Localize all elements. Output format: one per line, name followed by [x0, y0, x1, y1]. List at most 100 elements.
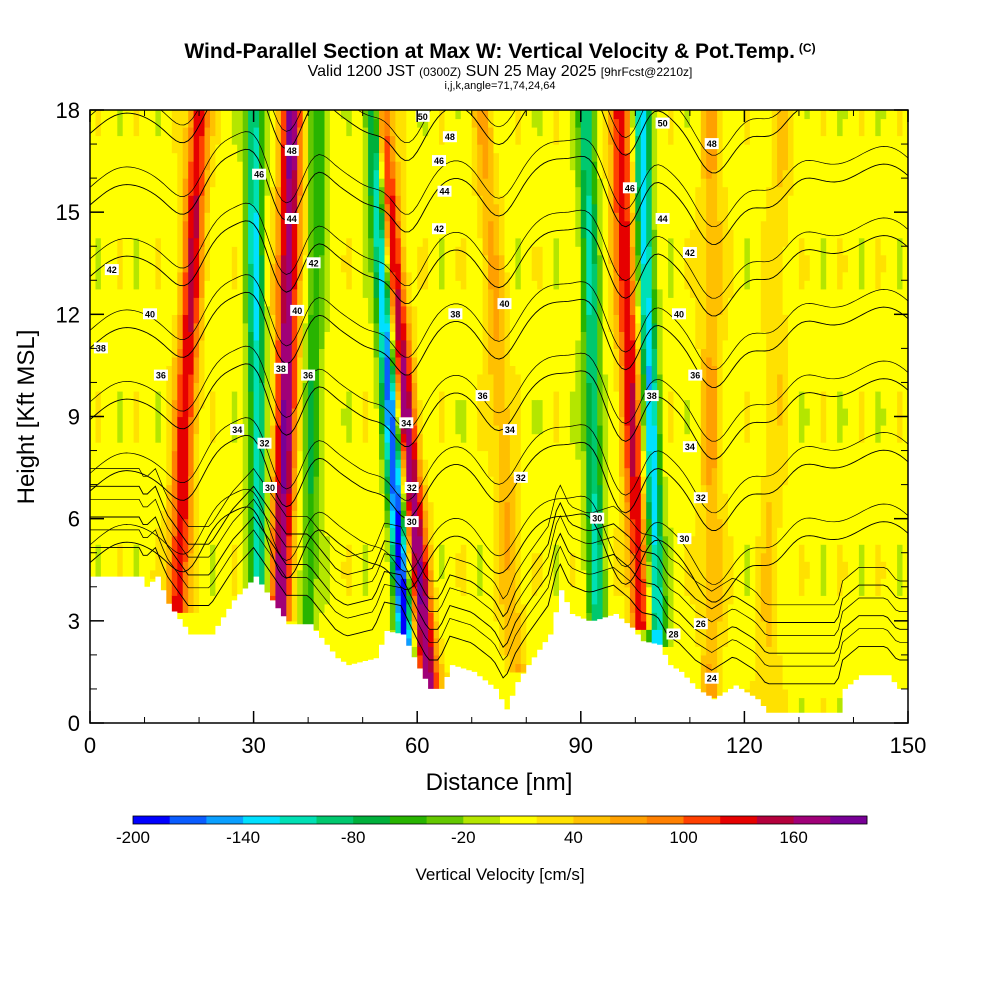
velocity-cell — [291, 110, 298, 171]
velocity-cell — [406, 271, 413, 307]
velocity-cell — [264, 110, 271, 196]
velocity-cell — [504, 569, 511, 656]
velocity-cell — [668, 144, 675, 239]
title-block: Wind-Parallel Section at Max W: Vertical… — [0, 36, 1000, 93]
velocity-cell — [809, 110, 816, 723]
velocity-cell — [695, 186, 702, 349]
velocity-cell — [188, 331, 195, 375]
velocity-cell — [177, 110, 184, 273]
velocity-cell — [406, 578, 413, 588]
velocity-cell — [798, 442, 805, 545]
velocity-cell — [629, 612, 636, 630]
velocity-cell — [400, 493, 407, 503]
velocity-cell — [820, 135, 827, 239]
velocity-cell — [395, 459, 402, 469]
velocity-cell — [837, 288, 844, 392]
colorbar-swatch — [536, 816, 574, 824]
velocity-cell — [580, 237, 587, 332]
velocity-cell — [575, 246, 582, 341]
velocity-cell — [668, 442, 675, 528]
velocity-cell — [389, 373, 396, 383]
velocity-cell — [575, 339, 582, 460]
velocity-cell — [362, 391, 369, 443]
velocity-cell — [717, 620, 724, 698]
velocity-cell — [493, 620, 500, 707]
velocity-cell — [95, 110, 102, 137]
velocity-cell — [433, 110, 440, 588]
velocity-cell — [139, 110, 146, 723]
velocity-cell — [373, 135, 380, 154]
velocity-cell — [597, 178, 604, 256]
velocity-cell — [379, 493, 386, 716]
velocity-cell — [711, 467, 718, 673]
velocity-cell — [373, 297, 380, 324]
velocity-cell — [858, 110, 865, 137]
velocity-cell — [417, 459, 424, 477]
velocity-cell — [629, 552, 636, 613]
velocity-cell — [155, 527, 162, 613]
velocity-cell — [395, 442, 402, 452]
velocity-cell — [619, 416, 626, 477]
velocity-cell — [766, 186, 773, 503]
velocity-cell — [717, 220, 724, 315]
velocity-cell — [384, 297, 391, 315]
velocity-cell — [553, 544, 560, 596]
velocity-cell — [308, 493, 315, 630]
velocity-cell — [771, 110, 778, 716]
velocity-cell — [379, 263, 386, 332]
velocity-cell — [346, 110, 353, 137]
velocity-cell — [897, 595, 904, 699]
contour-label: 46 — [625, 183, 635, 193]
velocity-cell — [199, 195, 206, 247]
velocity-cell — [379, 356, 386, 383]
velocity-cell — [199, 135, 206, 196]
velocity-cell — [629, 476, 636, 520]
velocity-cell — [837, 442, 844, 545]
velocity-cell — [553, 144, 560, 239]
velocity-cell — [302, 382, 309, 596]
colorbar-tick-label: -140 — [226, 828, 260, 847]
y-tick-label: 9 — [68, 405, 80, 430]
contour-label: 24 — [707, 674, 717, 684]
velocity-cell — [324, 331, 331, 537]
velocity-cell — [728, 297, 735, 537]
velocity-cell — [395, 450, 402, 460]
velocity-cell — [384, 527, 391, 562]
velocity-cell — [455, 399, 462, 435]
velocity-cell — [291, 467, 298, 511]
velocity-cell — [591, 263, 598, 494]
velocity-cell — [379, 178, 386, 188]
velocity-cell — [651, 382, 658, 426]
velocity-cell — [722, 186, 729, 341]
velocity-cell — [460, 595, 467, 699]
velocity-cell — [406, 544, 413, 554]
contour-label: 32 — [696, 493, 706, 503]
velocity-cell — [804, 110, 811, 120]
velocity-cell — [406, 586, 413, 596]
velocity-cell — [624, 586, 631, 630]
theta-contour-line — [90, 345, 908, 442]
velocity-cell — [646, 586, 653, 613]
velocity-cell — [782, 246, 789, 315]
velocity-cell — [509, 110, 516, 366]
velocity-cell — [111, 110, 118, 723]
velocity-cell — [455, 280, 462, 401]
velocity-cell — [439, 391, 446, 443]
velocity-cell — [482, 450, 489, 723]
velocity-cell — [384, 331, 391, 358]
velocity-cell — [640, 629, 647, 647]
velocity-cell — [389, 493, 396, 511]
velocity-cell — [624, 535, 631, 588]
velocity-cell — [362, 595, 369, 699]
theta-contour-line — [90, 417, 908, 514]
velocity-cell — [766, 646, 773, 716]
velocity-cell — [744, 144, 751, 239]
velocity-cell — [417, 501, 424, 520]
velocity-cell — [602, 110, 609, 179]
velocity-cell — [444, 110, 451, 673]
velocity-cell — [406, 391, 413, 409]
velocity-cell — [400, 356, 407, 418]
velocity-cell — [798, 288, 805, 392]
velocity-cell — [569, 552, 576, 588]
velocity-cell — [193, 297, 200, 324]
